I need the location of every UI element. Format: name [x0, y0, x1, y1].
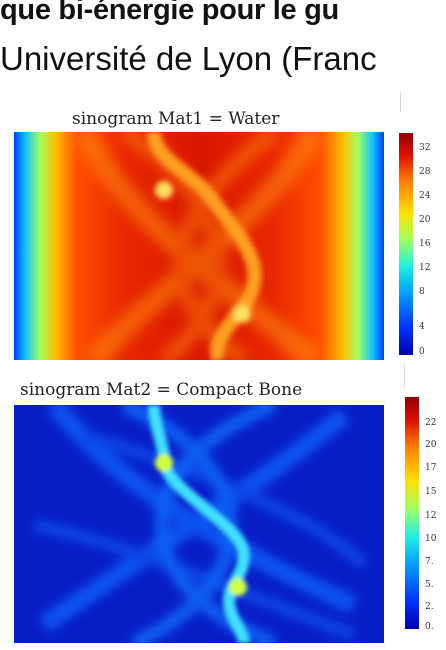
colorbar-tick: 12 [425, 511, 437, 521]
colorbar-tick: 15 [425, 487, 437, 497]
colorbar-tick: 5. [425, 580, 434, 590]
colorbar-tick: 20 [425, 440, 437, 450]
colorbar-tick: 17 [425, 463, 437, 473]
colorbar-tick: 7. [425, 557, 434, 567]
sinogram-bone-title: sinogram Mat2 = Compact Bone [20, 380, 303, 400]
colorbar-tick: 8 [419, 287, 425, 297]
colorbar-tick: 22 [425, 418, 437, 428]
panel-divider [400, 92, 401, 112]
colorbar-tick: 0 [419, 347, 425, 357]
colorbar-water [399, 133, 413, 355]
colorbar-tick: 10 [425, 534, 437, 544]
colorbar-tick: 24 [419, 191, 431, 201]
slide-subtitle: Université de Lyon (Franc [0, 40, 377, 77]
colorbar-tick: 16 [419, 239, 431, 249]
colorbar-tick: 0. [425, 622, 434, 632]
colorbar-bone [405, 397, 419, 629]
colorbar-tick: 20 [419, 215, 431, 225]
sinogram-bone-image [14, 405, 384, 643]
colorbar-tick: 4 [419, 322, 425, 332]
sinogram-water-title: sinogram Mat1 = Water [72, 109, 280, 129]
colorbar-tick: 12 [419, 263, 431, 273]
sinogram-water-image [14, 132, 384, 360]
colorbar-tick: 2. [425, 602, 434, 612]
slide-title: que bi-énergie pour le gu [0, 0, 339, 26]
colorbar-tick: 32 [419, 143, 431, 153]
panel-divider [404, 365, 405, 387]
colorbar-tick: 28 [419, 167, 431, 177]
